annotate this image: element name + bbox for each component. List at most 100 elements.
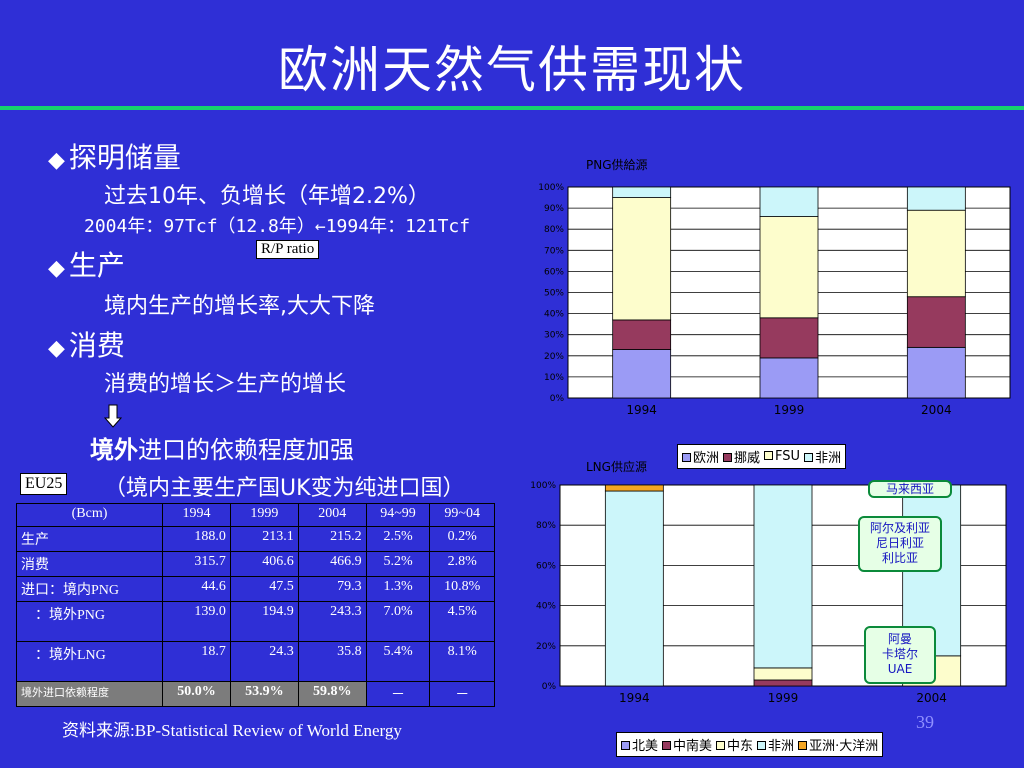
y-tick-label: 40%	[544, 310, 564, 320]
reserves-line-1: 过去10年、负增长（年增2.2%）	[104, 184, 430, 209]
table-cell: 24.3	[229, 641, 299, 682]
lng-supply-chart: 0% 20% 40% 60% 80% 100% 1994 1999 2004	[530, 481, 1007, 705]
table-row: 生产 188.0 213.1 215.2 2.5% 0.2%	[16, 526, 495, 552]
y-tick-label: 80%	[544, 225, 564, 235]
table-cell: 315.7	[162, 551, 231, 577]
conclusion-line: 境外进口的依赖程度加强	[90, 436, 354, 464]
table-row-label: 生产	[16, 526, 163, 552]
png-legend: 欧洲 挪威 FSU 非洲	[677, 444, 847, 469]
table-cell: 8.1%	[429, 641, 495, 682]
bar-segment	[759, 216, 819, 319]
y-tick-label: 20%	[536, 642, 556, 652]
table-row: 消费 315.7 406.6 466.9 5.2% 2.8%	[16, 551, 495, 577]
consumption-line: 消费的增长＞生产的增长	[104, 372, 347, 397]
table-cell: 47.5	[229, 576, 299, 602]
bar-segment	[753, 667, 813, 681]
x-tick-label: 2004	[921, 403, 952, 417]
png-chart-title: PNG供給源	[586, 158, 648, 172]
table-cell: 50.0%	[162, 681, 231, 707]
gas-balance-table: (Bcm) 1994 1999 2004 94~99 99~04 生产 188.…	[16, 503, 495, 707]
x-tick-label: 1999	[768, 691, 799, 705]
down-arrow-icon	[104, 404, 122, 428]
y-tick-label: 10%	[544, 373, 564, 383]
source-note: 资料来源:BP-Statistical Review of World Ener…	[62, 721, 402, 740]
y-tick-label: 70%	[544, 246, 564, 256]
x-tick-label: 1999	[774, 403, 805, 417]
bar-segment	[906, 209, 966, 298]
y-tick-label: 0%	[550, 394, 565, 404]
production-heading: ◆ 生产	[48, 249, 125, 282]
page-number: 39	[916, 712, 934, 732]
x-tick-label: 2004	[916, 691, 947, 705]
bar-segment	[612, 197, 672, 321]
x-tick-label: 1994	[619, 691, 650, 705]
legend-item: 中东	[716, 735, 753, 754]
y-tick-label: 80%	[536, 521, 556, 531]
table-row: ：境外PNG 139.0 194.9 243.3 7.0% 4.5%	[16, 601, 495, 642]
table-row: 境外进口依赖程度 50.0% 53.9% 59.8% － －	[16, 681, 495, 707]
lng-legend: 北美 中南美 中东 非洲 亚洲·大洋洲	[616, 732, 884, 757]
table-cell: 2.5%	[365, 526, 431, 552]
production-line: 境内生产的增长率,大大下降	[104, 294, 375, 319]
reserves-line-2: 2004年：97Tcf（12.8年）←1994年：121Tcf	[84, 216, 471, 237]
bar-segment	[759, 357, 819, 399]
legend-item: 亚洲·大洋洲	[798, 735, 878, 754]
title-divider	[0, 106, 1024, 110]
table-row-label: ：境外PNG	[16, 601, 163, 642]
table-cell: 79.3	[297, 576, 367, 602]
bullet-diamond-icon: ◆	[48, 148, 65, 173]
bullet-diamond-icon: ◆	[48, 256, 65, 281]
table-cell: 406.6	[229, 551, 299, 577]
table-cell: 53.9%	[229, 681, 299, 707]
legend-item: 中南美	[662, 735, 712, 754]
y-tick-label: 40%	[536, 602, 556, 612]
table-cell: 35.8	[297, 641, 367, 682]
conclusion-note: （境内主要生产国UK变为纯进口国）	[104, 476, 465, 501]
table-cell: 0.2%	[429, 526, 495, 552]
legend-item: 非洲	[757, 735, 794, 754]
y-tick-label: 50%	[544, 289, 564, 299]
bar-segment	[604, 490, 664, 687]
legend-item: 北美	[621, 735, 658, 754]
table-cell: 5.4%	[365, 641, 431, 682]
lng-chart-title: LNG供应源	[586, 460, 647, 474]
table-cell: －	[429, 681, 495, 707]
y-tick-label: 60%	[536, 561, 556, 571]
table-header-cell: 1994	[162, 503, 231, 527]
bar-segment	[753, 484, 813, 669]
callout-malaysia: 马来西亚	[868, 480, 952, 498]
eu25-label: EU25	[20, 473, 68, 495]
y-tick-label: 100%	[538, 183, 564, 193]
table-cell: 44.6	[162, 576, 231, 602]
bar-segment	[612, 349, 672, 399]
table-cell: 10.8%	[429, 576, 495, 602]
table-cell: 243.3	[297, 601, 367, 642]
table-cell: 194.9	[229, 601, 299, 642]
table-row-label: 消费	[16, 551, 163, 577]
legend-item: FSU	[764, 449, 800, 464]
x-tick-label: 1994	[626, 403, 657, 417]
y-tick-label: 100%	[530, 481, 556, 491]
page-title: 欧洲天然气供需现状	[278, 41, 746, 99]
table-cell: 213.1	[229, 526, 299, 552]
table-header-cell: 2004	[297, 503, 367, 527]
legend-item: 欧洲	[682, 447, 719, 466]
table-header-row: (Bcm) 1994 1999 2004 94~99 99~04	[16, 503, 495, 527]
bar-segment	[906, 296, 966, 348]
consumption-heading: ◆ 消费	[48, 329, 125, 362]
table-cell: －	[365, 681, 431, 707]
table-cell: 5.2%	[365, 551, 431, 577]
table-header-cell: (Bcm)	[16, 503, 163, 527]
table-row-label: 境外进口依赖程度	[16, 681, 163, 707]
conclusion-emphasis: 境外	[90, 436, 138, 464]
callout-north-africa: 阿尔及利亚 尼日利亚 利比亚	[858, 516, 942, 572]
table-cell: 7.0%	[365, 601, 431, 642]
table-cell: 4.5%	[429, 601, 495, 642]
table-cell: 59.8%	[297, 681, 367, 707]
table-row-label: ：境外LNG	[16, 641, 163, 682]
table-header-cell: 99~04	[429, 503, 495, 527]
table-cell: 139.0	[162, 601, 231, 642]
bar-segment	[906, 346, 966, 399]
bar-segment	[604, 484, 664, 492]
legend-item: 挪威	[723, 447, 760, 466]
